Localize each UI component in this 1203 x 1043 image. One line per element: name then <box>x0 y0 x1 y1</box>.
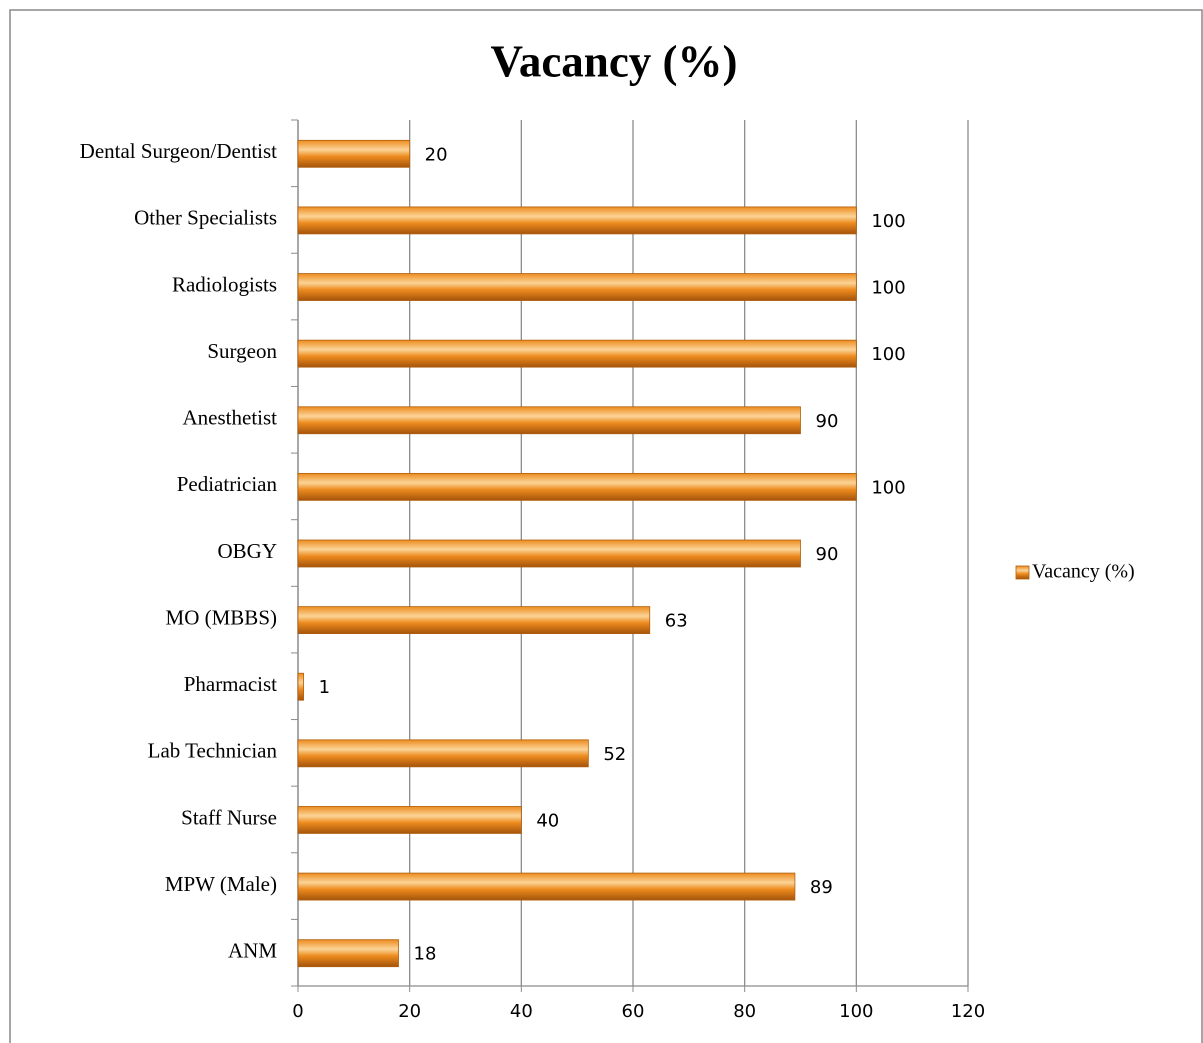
bar <box>297 672 304 701</box>
data-label: 90 <box>816 544 839 565</box>
bar <box>297 872 796 901</box>
bar <box>297 273 857 301</box>
bar <box>297 206 857 235</box>
y-tick-label: Radiologists <box>172 272 277 296</box>
data-label: 20 <box>425 144 448 165</box>
x-tick-label: 60 <box>622 1001 645 1022</box>
data-label: 100 <box>871 477 905 498</box>
y-tick-label: Dental Surgeon/Dentist <box>80 139 278 163</box>
bar <box>297 939 399 968</box>
bar <box>297 472 857 501</box>
bar <box>297 139 411 168</box>
y-tick-label: Pediatrician <box>177 472 278 496</box>
data-label: 40 <box>536 810 559 831</box>
data-label: 18 <box>414 944 437 965</box>
y-tick-label: Staff Nurse <box>181 805 277 829</box>
bar <box>297 406 801 435</box>
chart-border <box>9 9 1203 1043</box>
legend-label: Vacancy (%) <box>1032 561 1135 583</box>
data-label: 1 <box>319 677 330 698</box>
bar <box>297 606 651 635</box>
y-tick-label: Anesthetist <box>183 406 278 430</box>
legend-swatch <box>1015 565 1030 580</box>
x-tick-label: 100 <box>839 1001 873 1022</box>
y-tick-label: ANM <box>228 939 277 963</box>
y-tick-label: MPW (Male) <box>165 872 277 896</box>
y-tick-label: Surgeon <box>207 339 277 363</box>
bar <box>297 339 857 368</box>
y-tick-label: Other Specialists <box>134 206 277 230</box>
data-label: 100 <box>871 211 905 232</box>
data-label: 90 <box>816 411 839 432</box>
x-tick-label: 80 <box>733 1001 756 1022</box>
bar <box>297 539 801 568</box>
x-tick-label: 20 <box>398 1001 421 1022</box>
data-label: 63 <box>665 611 688 632</box>
data-label: 100 <box>871 344 905 365</box>
x-tick-label: 120 <box>951 1001 985 1022</box>
y-tick-label: MO (MBBS) <box>166 605 277 629</box>
data-label: 52 <box>603 744 626 765</box>
data-label: 100 <box>871 278 905 299</box>
bar <box>297 739 589 768</box>
x-tick-label: 0 <box>292 1001 303 1022</box>
y-tick-label: Pharmacist <box>184 672 277 696</box>
chart-title: Vacancy (%) <box>490 36 737 86</box>
bar <box>297 806 522 834</box>
data-label: 89 <box>810 877 833 898</box>
y-tick-label: OBGY <box>217 539 277 563</box>
x-tick-label: 40 <box>510 1001 533 1022</box>
y-tick-label: Lab Technician <box>148 739 278 763</box>
